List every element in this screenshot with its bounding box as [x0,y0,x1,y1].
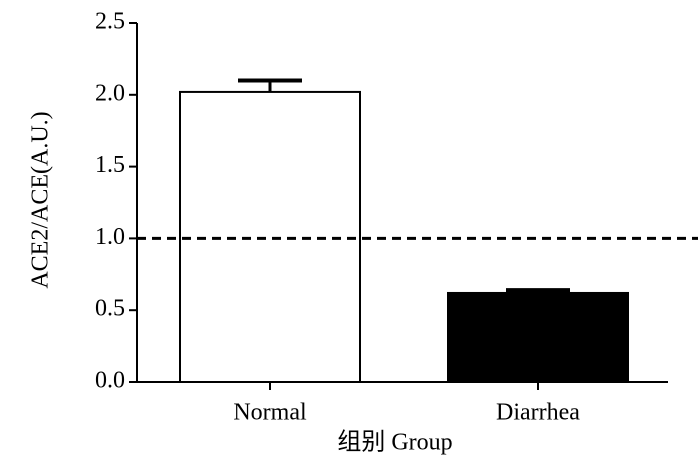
y-tick-label: 1.0 [95,224,125,250]
y-tick-label: 2.0 [95,80,125,106]
bar [179,90,361,383]
x-axis-label: 组别 Group [337,429,452,456]
x-tick-label: Normal [233,400,307,426]
bar [447,291,629,383]
x-tick-label: Diarrhea [496,400,580,426]
y-tick-label: 0.5 [95,296,125,322]
y-tick-label: 1.5 [95,152,125,178]
y-tick-label: 0.0 [95,368,125,394]
y-tick-label: 2.5 [95,9,125,35]
y-axis-label: ACE2/ACE(A.U.) [28,111,54,288]
